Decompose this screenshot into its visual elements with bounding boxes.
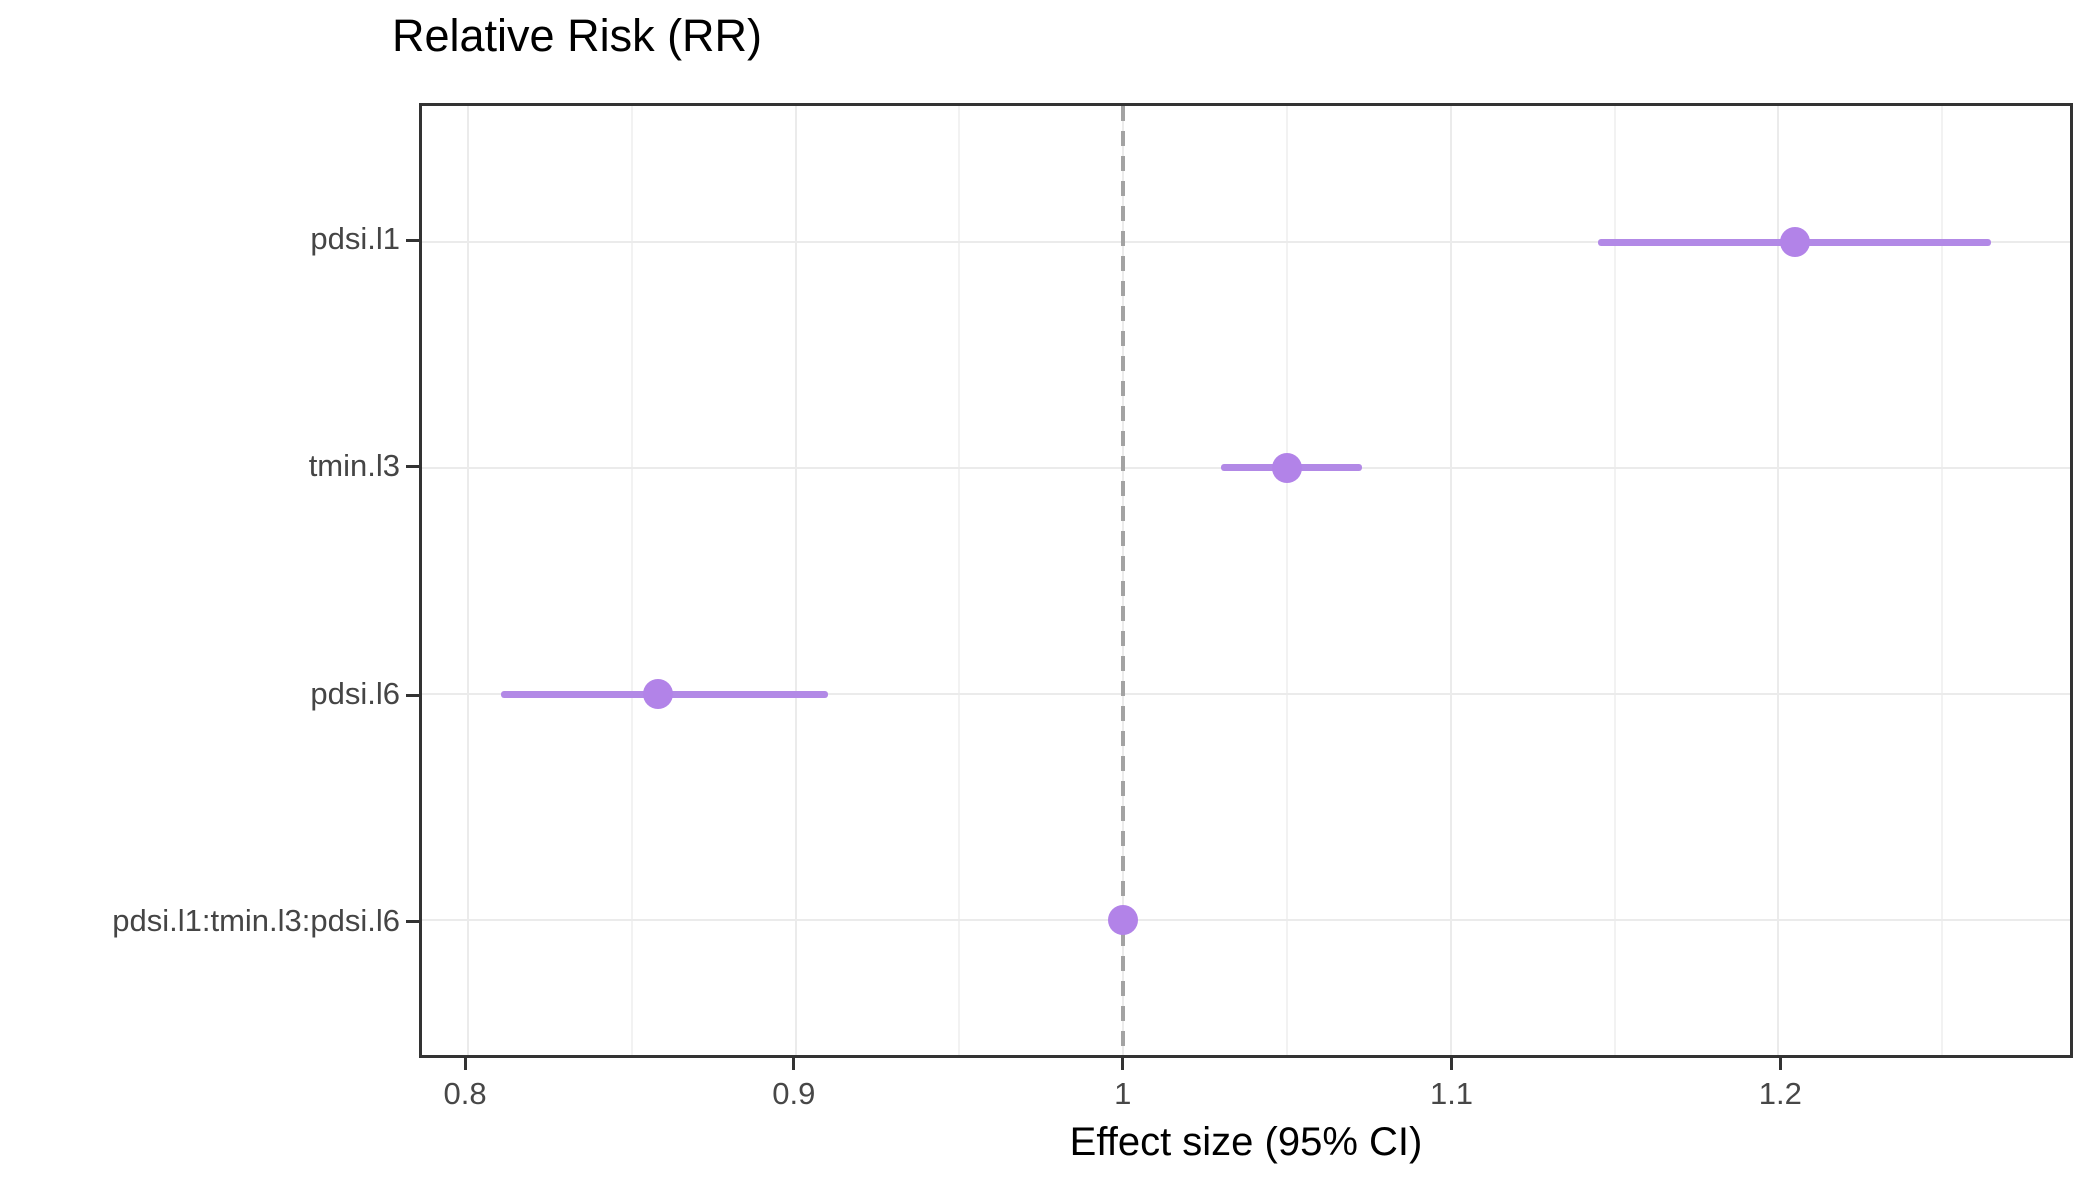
estimate-point (642, 679, 673, 710)
x-axis-tick (792, 1058, 796, 1070)
y-axis-tick (406, 693, 419, 697)
minor-gridline (1285, 106, 1288, 1055)
x-tick-label: 1 (1114, 1076, 1132, 1111)
y-axis-label: pdsi.l1:tmin.l3:pdsi.l6 (112, 902, 400, 938)
y-axis-label: pdsi.l1 (310, 221, 400, 257)
y-axis-tick (406, 920, 419, 924)
row-gridline (422, 693, 2070, 696)
y-axis-label: tmin.l3 (308, 447, 400, 483)
plot-panel (419, 103, 2073, 1058)
row-gridline (422, 918, 2070, 921)
x-tick-label: 1.2 (1758, 1076, 1802, 1111)
row-gridline (422, 241, 2070, 244)
minor-gridline (958, 106, 961, 1055)
x-axis-tick (463, 1058, 467, 1070)
x-tick-label: 0.8 (443, 1076, 487, 1111)
minor-gridline (1613, 106, 1616, 1055)
minor-gridline (1941, 106, 1944, 1055)
estimate-point (1779, 227, 1810, 258)
y-axis-label: pdsi.l6 (310, 676, 400, 712)
x-axis-tick (1778, 1058, 1782, 1070)
reference-line (1121, 106, 1126, 1055)
x-axis-title: Effect size (95% CI) (1069, 1120, 1423, 1164)
major-gridline (1777, 106, 1780, 1055)
chart-title: Relative Risk (RR) (392, 10, 763, 61)
x-axis-tick (1450, 1058, 1454, 1070)
x-axis-tick (1121, 1058, 1125, 1070)
y-axis-tick (406, 465, 419, 469)
x-tick-label: 0.9 (772, 1076, 816, 1111)
estimate-point (1108, 904, 1139, 935)
major-gridline (794, 106, 797, 1055)
x-tick-label: 1.1 (1429, 1076, 1474, 1111)
y-axis-tick (406, 238, 419, 242)
major-gridline (1449, 106, 1452, 1055)
estimate-point (1271, 452, 1302, 483)
major-gridline (466, 106, 469, 1055)
minor-gridline (630, 106, 633, 1055)
